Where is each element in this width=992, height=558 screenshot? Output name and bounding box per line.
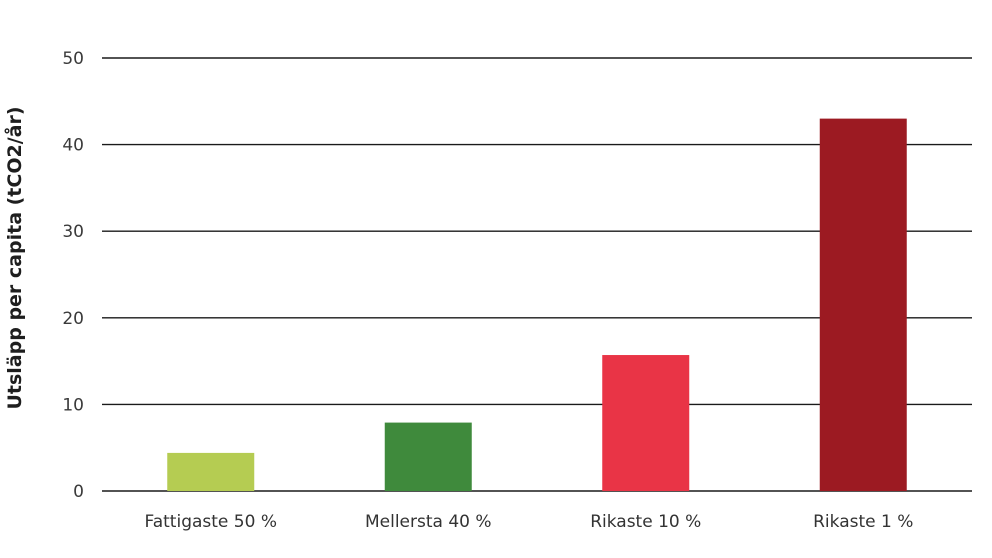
y-tick-label: 50 [62,49,84,69]
bar-1 [167,452,255,491]
x-category-label: Mellersta 40 % [365,512,492,532]
y-axis-ticks: 0 10 20 30 40 50 [62,49,84,502]
x-category-label: Rikaste 1 % [813,512,913,532]
bars [167,118,907,492]
y-tick-label: 40 [62,136,84,156]
x-axis-labels: Fattigaste 50 % Mellersta 40 % Rikaste 10 … [145,512,914,532]
bar-4 [819,118,907,492]
bar-2 [384,422,472,491]
x-category-label: Fattigaste 50 % [145,512,277,532]
y-tick-label: 0 [73,482,84,502]
x-category-label: Rikaste 10 % [590,512,701,532]
y-tick-label: 10 [62,395,84,415]
y-tick-label: 30 [62,222,84,242]
y-tick-label: 20 [62,309,84,329]
bar-3 [602,355,690,491]
y-axis-title: Utsläpp per capita (tCO2/år) [2,106,26,409]
